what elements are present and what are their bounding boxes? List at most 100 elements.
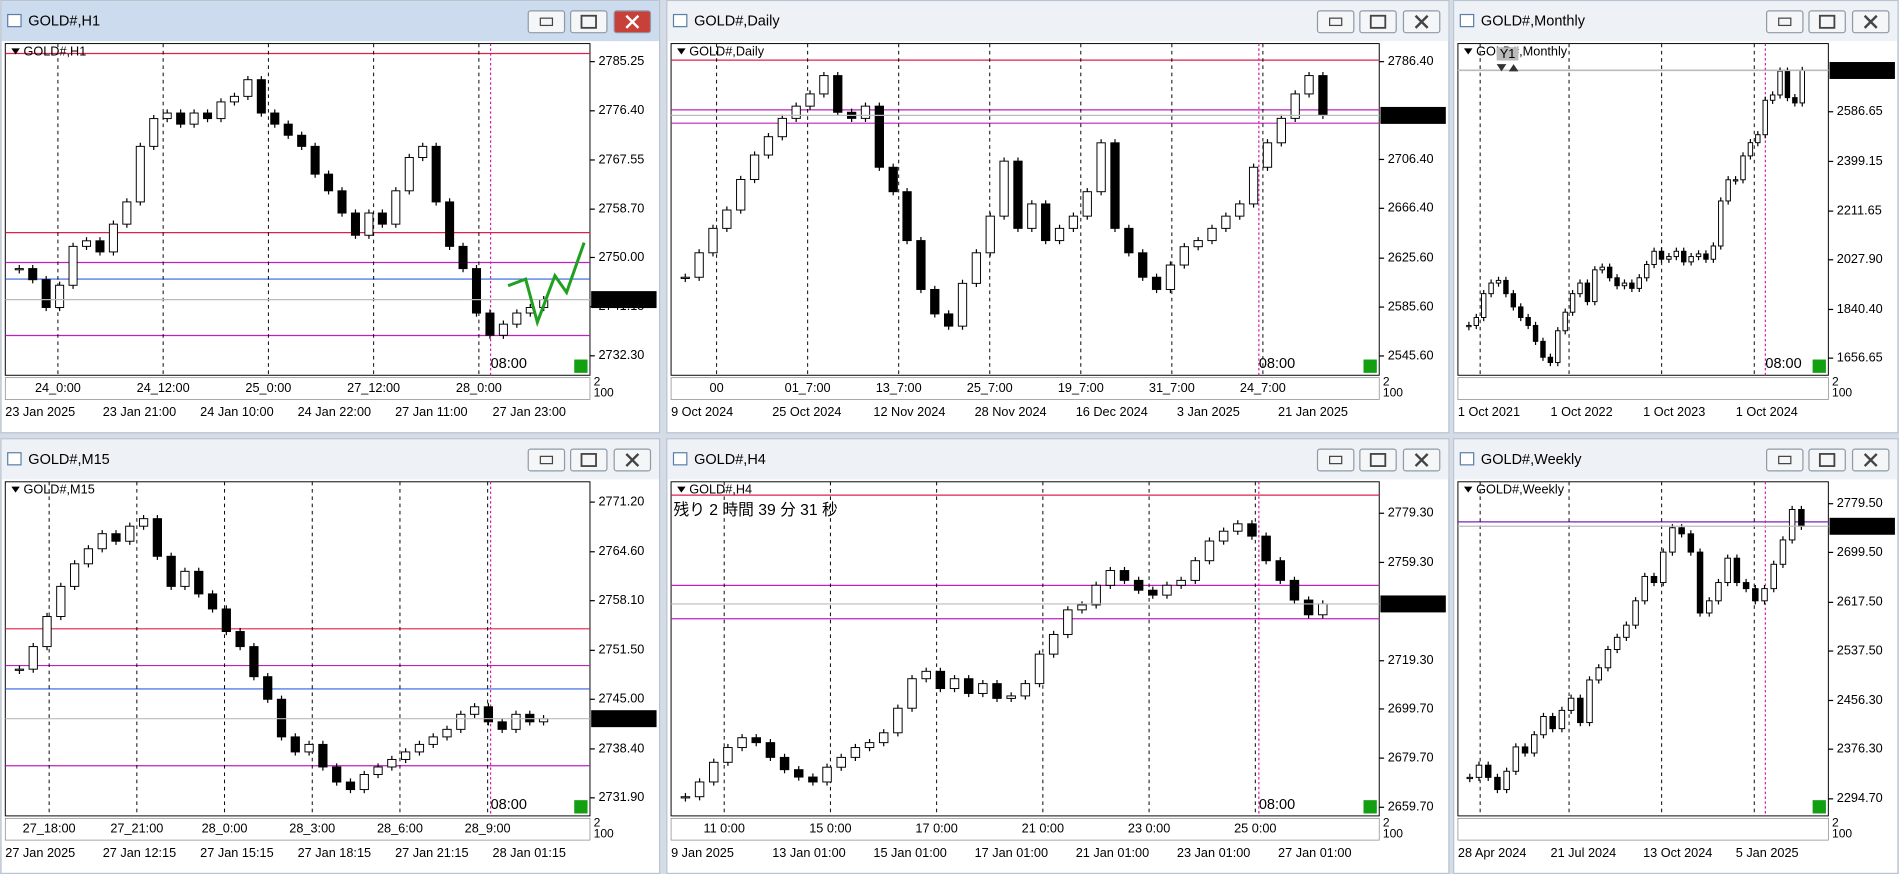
candle-body [1466,776,1474,780]
y-tick-label: 1840.40 [1837,301,1883,316]
candle-body [1710,245,1717,260]
maximize-button[interactable] [1808,448,1846,472]
date-label: 16 Dec 2024 [1076,404,1148,419]
candle-body [1510,293,1517,308]
date-label: 15 Jan 01:00 [873,845,946,860]
candle-body [999,160,1009,217]
candle-body [1658,250,1665,260]
close-glyph [625,453,640,467]
time-mark: 24_7:00 [1240,380,1286,395]
dropdown-arrow[interactable] [11,48,20,55]
scroll-button[interactable] [574,800,588,814]
date-label: 28 Nov 2024 [975,404,1047,419]
maximize-button[interactable] [1359,10,1397,34]
candle-body [1525,317,1531,326]
candle-body [751,737,761,744]
y-tick-label: 2586.65 [1837,103,1883,118]
price-label: 2742.42 [1385,107,1431,122]
minimize-button[interactable] [527,10,566,34]
candle-body [1586,679,1593,724]
plot-area [670,481,1380,817]
minimize-glyph [1328,17,1343,27]
date-label: 27 Jan 18:15 [298,845,371,860]
candle-body [14,668,25,671]
candle-body [1077,604,1087,611]
y-tick-label: 2294.70 [1837,790,1883,805]
close-glyph [1414,14,1429,29]
dropdown-arrow[interactable] [1463,48,1473,55]
minimize-button[interactable] [527,448,566,472]
plot-area [1457,481,1829,817]
candle-body [1732,179,1739,182]
date-label: 1 Oct 2023 [1643,404,1705,419]
price-label: 2742.42 [596,292,642,307]
y-tick-label: 2750.00 [598,249,644,264]
maximize-button[interactable] [569,10,608,34]
candle-body [1512,746,1520,772]
badge-label: Y1 [1500,46,1516,61]
candle-body [283,123,293,136]
dropdown-arrow[interactable] [1463,486,1473,493]
date-label: 28 Apr 2024 [1458,845,1527,860]
dropdown-arrow[interactable] [677,486,686,493]
candle-body [944,313,954,327]
candle-body [1733,557,1741,584]
maximize-button[interactable] [1808,10,1846,34]
candle-body [1614,277,1620,287]
candle-body [1503,770,1510,791]
scroll-button[interactable] [1812,359,1826,373]
candle-body [1518,306,1524,318]
y-tick-label: 2776.40 [598,102,644,117]
candle-body [1752,588,1759,602]
sub-scale: 2 [1383,375,1390,389]
scroll-button[interactable] [1363,800,1377,814]
sub-scale: 100 [1383,386,1403,400]
maximize-glyph [1369,14,1387,29]
time-mark: 11 0:00 [703,821,744,836]
candle-body [971,252,982,284]
y-tick-label: 2719.30 [1388,652,1434,667]
scroll-button[interactable] [1363,359,1377,373]
candle-body [337,190,347,214]
minimize-button[interactable] [1316,10,1355,34]
scroll-button[interactable] [1812,800,1826,814]
maximize-button[interactable] [569,448,608,472]
candle-body [1204,540,1215,562]
candle-body [1276,117,1286,144]
time-mark: 27_21:00 [110,821,163,836]
minimize-glyph [1328,455,1343,465]
dropdown-arrow[interactable] [677,48,686,55]
candle-body [1669,527,1676,553]
candle-body [359,774,369,791]
dropdown-arrow[interactable] [11,486,20,493]
candle-body [1688,256,1694,263]
y-tick-label: 2771.20 [598,493,644,508]
minimize-button[interactable] [1765,10,1804,34]
minimize-button[interactable] [1765,448,1804,472]
candle-body [1681,250,1687,263]
candle-body [1494,776,1501,791]
badge-arrows[interactable] [1496,64,1519,72]
minimize-button[interactable] [1316,448,1355,472]
date-label: 3 Jan 2025 [1177,404,1240,419]
candle-body [350,212,360,236]
date-label: 21 Jan 2025 [1278,404,1348,419]
candle-body [1747,142,1754,157]
window-icon [672,13,688,28]
window-title: GOLD#,Weekly [1481,452,1582,468]
candle-body [1555,330,1561,364]
candle-body [916,240,926,290]
candle-body [836,756,846,768]
price-label: 2742.42 [1834,62,1880,77]
maximize-button[interactable] [1359,448,1397,472]
scroll-button[interactable] [574,359,588,373]
symbol-label: GOLD#,H4 [689,482,752,497]
price-label: 2742.42 [1834,518,1880,533]
window-icon [1459,13,1475,28]
candle-body [1687,533,1695,553]
candle-body [83,548,94,565]
candle-body [180,570,190,587]
date-label: 24 Jan 22:00 [298,404,371,419]
plot-area [670,43,1380,376]
candle-body [1651,250,1657,266]
